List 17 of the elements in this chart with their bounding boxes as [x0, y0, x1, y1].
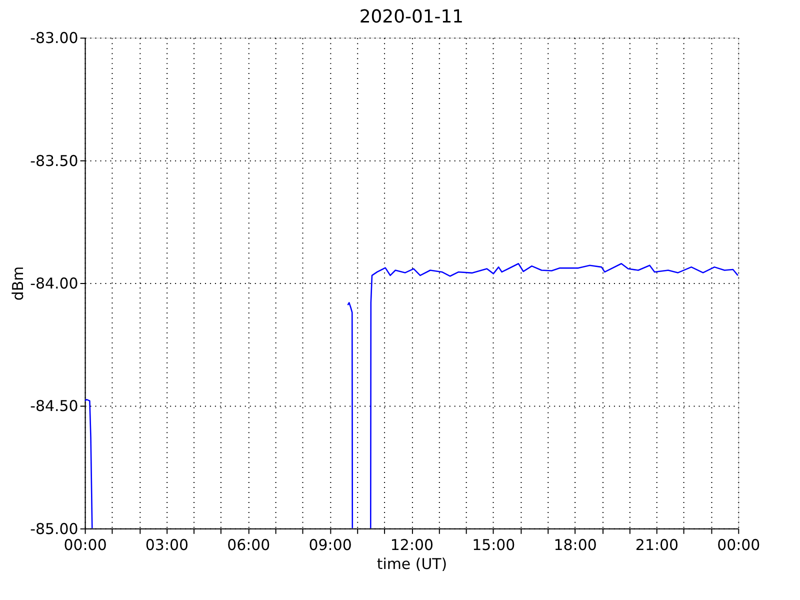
x-tick-label: 18:00 [554, 536, 597, 554]
x-axis-title: time (UT) [376, 554, 448, 573]
chart-title: 2020-01-11 [359, 6, 464, 28]
x-tick-label: 00:00 [64, 536, 107, 554]
y-tick-label: -83.50 [30, 152, 78, 170]
y-tick-label: -84.00 [30, 274, 78, 292]
y-tick-label: -83.00 [30, 29, 78, 48]
x-tick-label: 21:00 [635, 536, 679, 554]
x-tick-label: 15:00 [472, 536, 516, 554]
x-tick-label: 09:00 [308, 536, 352, 554]
y-tick-label: -85.00 [30, 520, 78, 538]
y-tick-label: -84.50 [30, 397, 78, 416]
x-tick-label: 06:00 [227, 536, 270, 554]
y-axis-title: dBm [9, 266, 28, 301]
x-tick-label: 03:00 [145, 536, 189, 554]
x-tick-label: 00:00 [717, 536, 760, 554]
x-tick-label: 12:00 [390, 536, 434, 554]
